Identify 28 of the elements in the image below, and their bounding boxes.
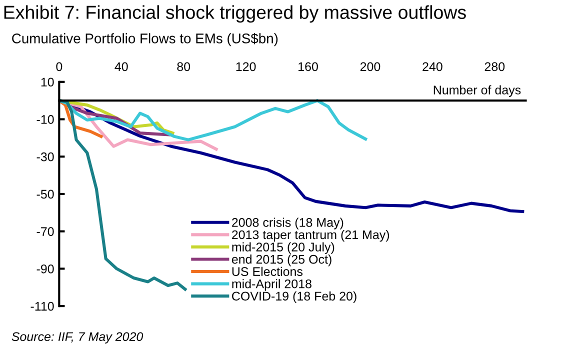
chart-subtitle: Cumulative Portfolio Flows to EMs (US$bn) (12, 32, 278, 46)
legend-label: mid-2015 (20 July) (232, 242, 334, 254)
y-tick-label: 10 (41, 78, 54, 87)
x-tick-label: 280 (484, 62, 505, 72)
x-tick-label: 240 (422, 62, 442, 72)
x-tick-label: 80 (177, 62, 190, 72)
legend-label: end 2015 (25 Oct) (232, 254, 332, 266)
y-tick-label: -10 (36, 115, 54, 124)
line-series (59, 99, 187, 291)
legend-label: COVID-19 (18 Feb 20) (232, 291, 356, 304)
legend-label: 2013 taper tantrum (21 May) (232, 230, 390, 242)
y-tick-label: -110 (30, 302, 54, 311)
y-tick-label: -50 (36, 190, 54, 199)
line-series (59, 99, 368, 142)
x-tick-label: 0 (56, 62, 62, 72)
source-note: Source: IIF, 7 May 2020 (12, 332, 144, 344)
legend-label: mid-April 2018 (232, 279, 312, 291)
x-tick-label: 160 (298, 62, 318, 72)
y-tick-label: -90 (36, 264, 54, 274)
x-tick-label: 200 (360, 62, 380, 72)
legend-label: US Elections (232, 266, 303, 276)
chart-title: Exhibit 7: Financial shock triggered by massive outflows (4, 5, 466, 23)
y-tick-label: -70 (36, 227, 54, 236)
x-axis-title: Number of days (434, 85, 521, 97)
legend-label: 2008 crisis (18 May) (232, 218, 344, 230)
y-tick-label: -30 (36, 152, 54, 162)
x-tick-label: 120 (236, 62, 256, 72)
x-tick-label: 40 (114, 62, 128, 72)
